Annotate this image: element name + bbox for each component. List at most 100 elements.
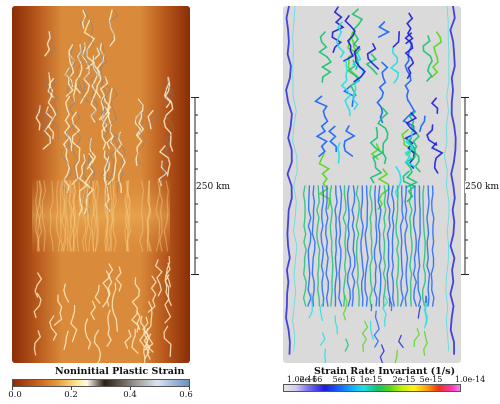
field-texture-stroke: [70, 304, 78, 343]
field-texture-stroke: [158, 180, 163, 252]
field-texture-stroke: [106, 309, 112, 347]
field-texture-stroke: [63, 330, 69, 350]
field-texture-stroke: [382, 185, 387, 307]
field-texture-stroke: [104, 180, 109, 252]
field-texture-stroke: [90, 300, 97, 320]
field-texture-stroke: [100, 76, 112, 150]
field-texture-stroke: [53, 294, 63, 326]
field-texture-stroke: [65, 96, 76, 151]
field-texture-stroke: [402, 100, 416, 132]
field-texture-stroke: [83, 152, 95, 215]
field-texture-stroke: [35, 105, 41, 131]
field-texture-stroke: [373, 185, 378, 307]
field-texture-stroke: [85, 20, 95, 69]
field-texture-stroke: [320, 185, 325, 307]
field-texture-stroke: [343, 15, 356, 62]
left-colorbar-tick: [71, 386, 72, 390]
strain-rate-field: [283, 6, 461, 363]
field-texture-stroke: [139, 180, 145, 252]
field-texture-stroke: [334, 185, 338, 307]
field-texture-stroke: [91, 180, 97, 252]
field-texture-stroke: [131, 328, 139, 354]
field-texture-stroke: [117, 132, 126, 193]
field-texture-stroke: [292, 6, 298, 352]
field-texture-stroke: [422, 185, 426, 307]
field-texture-stroke: [155, 180, 161, 252]
field-texture-stroke: [85, 153, 96, 214]
field-texture-stroke: [324, 185, 330, 307]
field-texture-stroke: [369, 185, 373, 307]
field-texture-stroke: [103, 156, 110, 182]
field-texture-stroke: [35, 105, 45, 131]
field-texture-stroke: [60, 131, 72, 193]
right-colorbar-tick-label: 1.0e-14: [454, 375, 486, 384]
field-texture-stroke: [163, 78, 174, 152]
field-texture-stroke: [426, 185, 431, 307]
field-texture-stroke: [148, 110, 160, 130]
field-texture-stroke: [105, 156, 111, 182]
field-texture-stroke: [44, 31, 51, 57]
field-texture-stroke: [395, 185, 400, 307]
field-texture-stroke: [48, 315, 58, 341]
field-texture-stroke: [111, 282, 119, 332]
field-texture-stroke: [394, 166, 402, 198]
field-texture-stroke: [69, 44, 76, 70]
field-texture-stroke: [394, 349, 398, 363]
field-texture-stroke: [103, 180, 109, 252]
field-texture-stroke: [361, 320, 369, 352]
right-colorbar-tick-label: 5e-15: [419, 375, 443, 384]
field-texture-stroke: [33, 292, 42, 319]
field-texture-stroke: [124, 329, 132, 349]
field-texture-stroke: [147, 180, 152, 252]
field-texture-stroke: [158, 145, 171, 177]
field-texture-stroke: [344, 338, 350, 352]
field-texture-stroke: [49, 180, 54, 252]
field-texture-stroke: [97, 47, 104, 79]
field-texture-stroke: [71, 180, 77, 252]
field-texture-stroke: [134, 98, 145, 166]
field-texture-stroke: [42, 106, 54, 150]
field-texture-stroke: [46, 72, 51, 98]
field-texture-stroke: [146, 180, 151, 252]
field-texture-stroke: [163, 180, 169, 252]
field-texture-stroke: [386, 185, 391, 307]
left-colorbar-tick: [130, 386, 131, 390]
right-colorbar-title: Strain Rate Invariant (1/s): [314, 366, 456, 377]
field-texture-stroke: [102, 270, 111, 308]
field-texture-stroke: [63, 283, 70, 303]
field-texture-stroke: [351, 53, 365, 111]
field-texture-stroke: [68, 180, 74, 252]
field-texture-stroke: [33, 330, 42, 356]
left-colorbar-tick: [12, 386, 13, 390]
left-colorbar: [12, 379, 190, 387]
field-texture-stroke: [405, 12, 414, 45]
field-texture-stroke: [417, 185, 422, 307]
field-texture-stroke: [404, 32, 415, 79]
field-texture-stroke: [388, 297, 393, 312]
field-texture-stroke: [308, 293, 313, 319]
right-colorbar-tick-label: 2e-16: [299, 375, 323, 384]
field-texture-stroke: [343, 125, 356, 157]
field-texture-stroke: [48, 31, 56, 57]
field-texture-stroke: [377, 185, 383, 307]
field-texture-stroke: [390, 185, 395, 307]
field-texture-stroke: [351, 185, 356, 307]
field-texture-stroke: [444, 6, 450, 352]
right-colorbar: [283, 384, 461, 392]
field-texture-stroke: [399, 185, 404, 307]
field-texture-stroke: [353, 45, 366, 83]
field-texture-stroke: [163, 325, 172, 357]
field-texture-stroke: [81, 180, 87, 252]
field-texture-stroke: [79, 10, 89, 29]
field-texture-stroke: [41, 180, 47, 252]
field-texture-stroke: [126, 180, 132, 252]
field-texture-stroke: [413, 327, 420, 348]
field-texture-stroke: [412, 185, 418, 307]
field-texture-stroke: [364, 185, 369, 307]
field-texture-stroke: [112, 180, 117, 252]
field-texture-stroke: [165, 255, 172, 288]
field-texture-stroke: [389, 47, 400, 84]
field-texture-stroke: [139, 315, 146, 360]
field-texture-stroke: [80, 154, 90, 216]
left-colorbar-tick-label: 0.6: [179, 390, 193, 400]
